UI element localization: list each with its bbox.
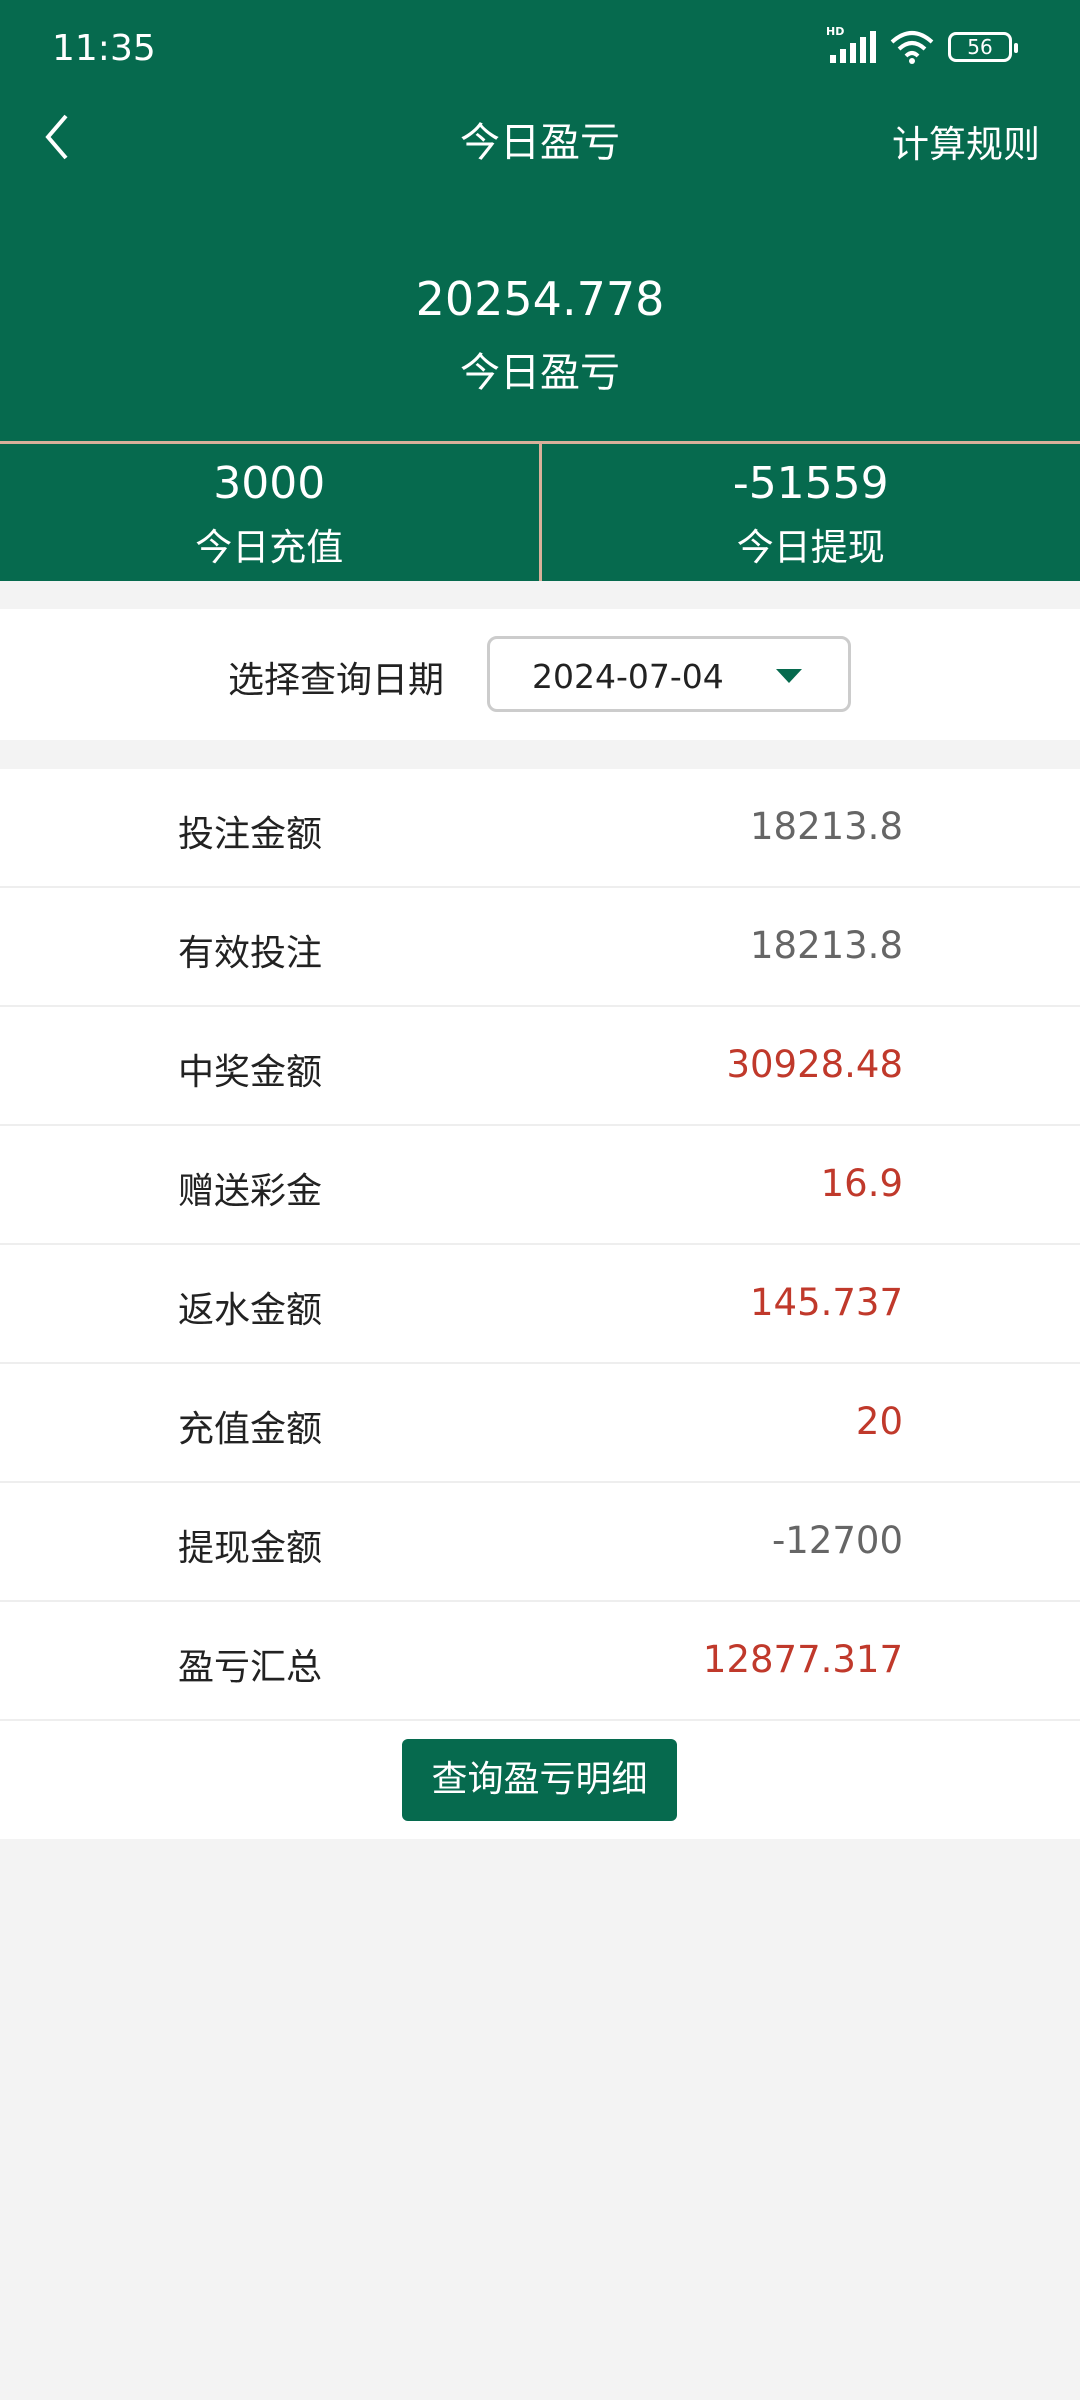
row-value: 145.737 bbox=[749, 1281, 903, 1324]
row-value: 18213.8 bbox=[749, 924, 903, 967]
stat-label: 今日提现 bbox=[736, 526, 885, 569]
row-label: 盈亏汇总 bbox=[178, 1647, 323, 1688]
list-item: 提现金额 -12700 bbox=[0, 1483, 1080, 1602]
list-item: 盈亏汇总 12877.317 bbox=[0, 1602, 1080, 1721]
wifi-icon bbox=[890, 31, 934, 64]
row-value: 20 bbox=[855, 1400, 903, 1443]
stat-value: -51559 bbox=[732, 458, 889, 509]
row-label: 有效投注 bbox=[178, 933, 323, 974]
header: 11:35 HD 56 今日盈亏 计算规则 20254.778 今日盈亏 300… bbox=[0, 0, 1080, 581]
list-item: 返水金额 145.737 bbox=[0, 1245, 1080, 1364]
date-filter: 选择查询日期 2024-07-04 bbox=[0, 609, 1080, 740]
row-label: 中奖金额 bbox=[178, 1052, 323, 1093]
stat-value: 3000 bbox=[213, 458, 326, 509]
date-select[interactable]: 2024-07-04 bbox=[487, 636, 851, 712]
list-item: 中奖金额 30928.48 bbox=[0, 1007, 1080, 1126]
battery-icon: 56 bbox=[948, 32, 1018, 62]
signal-icon: HD bbox=[826, 25, 876, 63]
date-label: 选择查询日期 bbox=[228, 660, 445, 701]
row-value: 16.9 bbox=[820, 1162, 903, 1205]
query-detail-button[interactable]: 查询盈亏明细 bbox=[402, 1739, 677, 1821]
row-label: 投注金额 bbox=[178, 814, 323, 855]
row-value: 18213.8 bbox=[749, 805, 903, 848]
today-profit-label: 今日盈亏 bbox=[460, 350, 620, 396]
network-type: HD bbox=[826, 25, 845, 38]
stat-label: 今日充值 bbox=[195, 526, 344, 569]
list-item: 充值金额 20 bbox=[0, 1364, 1080, 1483]
row-label: 返水金额 bbox=[178, 1290, 323, 1331]
stat-recharge: 3000 今日充值 bbox=[0, 444, 539, 581]
caret-down-icon bbox=[776, 669, 802, 683]
calc-rules-button[interactable]: 计算规则 bbox=[892, 123, 1040, 166]
status-time: 11:35 bbox=[52, 28, 156, 69]
status-bar: 11:35 HD 56 bbox=[0, 0, 1080, 100]
list-item: 赠送彩金 16.9 bbox=[0, 1126, 1080, 1245]
profit-list: 投注金额 18213.8 有效投注 18213.8 中奖金额 30928.48 赠送彩金 16… bbox=[0, 769, 1080, 1839]
row-value: 30928.48 bbox=[726, 1043, 903, 1086]
list-item: 投注金额 18213.8 bbox=[0, 769, 1080, 888]
row-label: 提现金额 bbox=[178, 1528, 323, 1569]
stat-withdraw: -51559 今日提现 bbox=[538, 444, 1080, 581]
back-icon[interactable] bbox=[40, 112, 80, 162]
date-value: 2024-07-04 bbox=[532, 657, 724, 696]
list-item: 有效投注 18213.8 bbox=[0, 888, 1080, 1007]
today-profit-value: 20254.778 bbox=[415, 272, 665, 326]
row-label: 充值金额 bbox=[178, 1409, 323, 1450]
row-label: 赠送彩金 bbox=[178, 1171, 323, 1212]
row-value: 12877.317 bbox=[702, 1638, 903, 1681]
page-title: 今日盈亏 bbox=[460, 120, 620, 166]
row-value: -12700 bbox=[771, 1519, 903, 1562]
